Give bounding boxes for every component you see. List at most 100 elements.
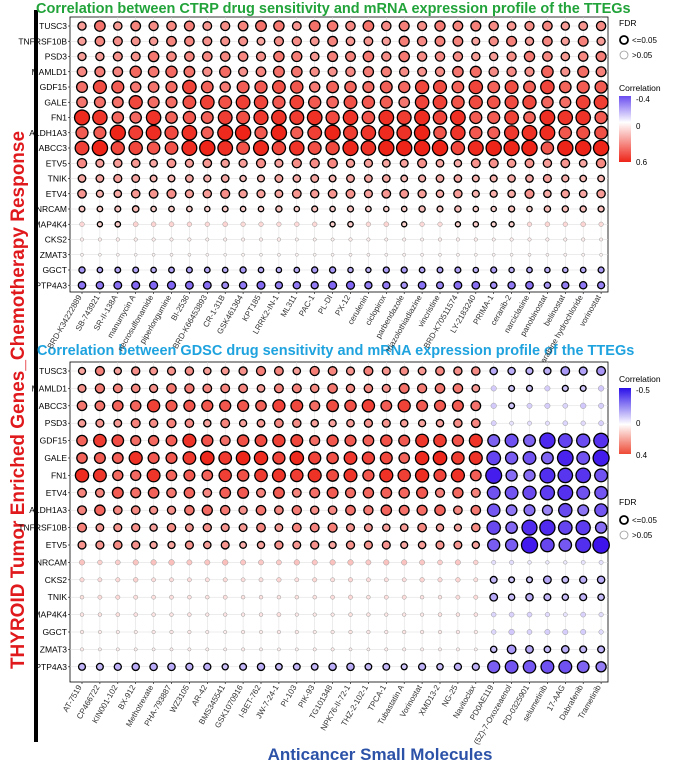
bubble: [205, 577, 210, 583]
bubble: [491, 629, 497, 635]
bubble: [509, 420, 514, 426]
bubble: [201, 51, 213, 62]
bubble: [145, 124, 162, 141]
bubble: [562, 612, 568, 617]
bubble: [150, 205, 157, 213]
bubble: [560, 189, 570, 199]
bubble: [561, 281, 570, 290]
bubble: [292, 540, 302, 550]
bubble: [594, 485, 608, 500]
bubble: [290, 434, 304, 448]
bubble: [563, 237, 568, 242]
bubble: [328, 266, 337, 274]
bubble: [348, 612, 353, 617]
bubble: [294, 629, 299, 635]
bubble: [594, 503, 609, 518]
bubble: [76, 434, 88, 447]
gene-label: GDF15: [40, 436, 68, 446]
bubble: [130, 469, 142, 482]
bubble: [312, 630, 317, 634]
bubble: [202, 36, 213, 47]
bubble: [521, 519, 538, 536]
bubble: [420, 237, 424, 242]
bubble: [149, 174, 158, 183]
bubble: [486, 95, 501, 110]
bubble: [202, 158, 213, 169]
bubble: [348, 594, 353, 600]
bubble: [328, 280, 338, 290]
bubble: [380, 486, 393, 499]
bubble: [202, 21, 213, 31]
bubble: [310, 174, 320, 183]
bubble: [539, 519, 556, 536]
bubble: [312, 237, 317, 242]
bubble: [361, 399, 376, 413]
bubble: [109, 124, 127, 141]
bubble: [169, 252, 174, 257]
bubble: [449, 109, 466, 126]
bubble: [489, 189, 498, 198]
bubble: [77, 487, 87, 498]
bubble: [329, 205, 336, 213]
bubble: [239, 541, 248, 549]
bubble: [507, 593, 516, 601]
bubble: [201, 399, 214, 412]
panel2-fdr-sig-label: <=0.05: [632, 516, 657, 525]
bubble: [379, 80, 393, 94]
bubble: [438, 237, 442, 242]
bubble: [363, 523, 373, 533]
bubble: [289, 450, 305, 466]
bubble: [416, 399, 429, 412]
bubble: [151, 252, 156, 257]
bubble: [326, 486, 339, 499]
bubble: [220, 383, 231, 394]
bubble: [401, 559, 408, 566]
bubble: [239, 266, 247, 274]
bubble: [113, 366, 122, 376]
bubble: [184, 523, 194, 533]
bubble: [168, 266, 175, 274]
gene-label: MAP4K4: [33, 610, 67, 620]
bubble: [398, 20, 410, 32]
bubble: [543, 593, 552, 602]
bubble: [274, 540, 284, 550]
bubble: [130, 418, 141, 429]
bubble: [539, 485, 556, 501]
panel1-corr-title: Correlation: [619, 83, 661, 93]
panel1-fdr-ns-key: [619, 50, 629, 60]
bubble: [238, 158, 248, 168]
bubble: [451, 80, 465, 94]
bubble: [309, 435, 321, 447]
bubble: [557, 520, 573, 535]
bubble: [131, 522, 141, 533]
bubble: [271, 140, 287, 156]
bubble: [578, 21, 589, 31]
bubble: [130, 505, 141, 516]
bubble: [202, 540, 212, 550]
bubble: [455, 237, 460, 242]
bubble: [223, 253, 227, 257]
bubble: [240, 577, 246, 583]
bubble: [220, 418, 231, 429]
bubble: [525, 384, 534, 392]
bubble: [74, 140, 90, 156]
bubble: [362, 66, 375, 78]
bubble: [455, 594, 461, 600]
bubble: [473, 629, 478, 635]
bubble: [344, 434, 357, 447]
bubble: [292, 662, 301, 671]
bubble: [558, 659, 573, 674]
bubble: [418, 205, 426, 213]
bubble: [580, 611, 586, 618]
bubble: [259, 647, 263, 652]
bubble: [145, 109, 162, 126]
bubble: [272, 65, 285, 78]
bubble: [523, 504, 536, 517]
bubble: [327, 157, 338, 169]
bubble: [597, 593, 605, 602]
bubble: [399, 418, 409, 428]
bubble: [219, 504, 231, 516]
bubble: [256, 662, 266, 672]
bubble: [345, 51, 356, 62]
bubble: [560, 66, 571, 77]
